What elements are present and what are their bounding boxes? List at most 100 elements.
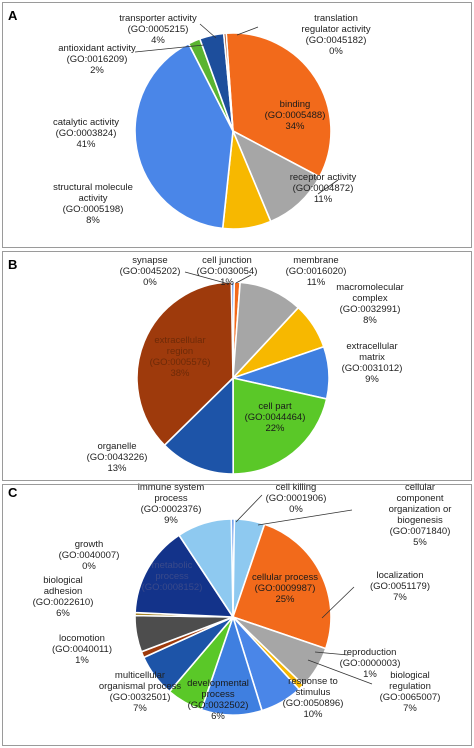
slice-label-line: (GO:0032501) xyxy=(110,692,171,703)
slice-label-line: component xyxy=(396,493,443,504)
slice-label-line: cell junction xyxy=(202,255,252,266)
slice-label-line: activity xyxy=(78,193,107,204)
slice-label: membrane (GO:0016020) 11% xyxy=(286,255,347,288)
slice-label-line: regulator activity xyxy=(301,24,370,35)
slice-label: cell killing (GO:0001906) 0% xyxy=(266,482,327,515)
slice-label-line: 9% xyxy=(365,374,379,385)
slice-label-line: (GO:0022610) xyxy=(33,597,94,608)
slice-label: localization (GO:0051179) 7% xyxy=(370,570,430,603)
slice-label-line: (GO:0000003) xyxy=(340,658,401,669)
panel-letter-c: C xyxy=(8,485,18,500)
pie-slice-translation-regulator-activity xyxy=(222,32,234,132)
slice-label-line: (GO:0044464) xyxy=(245,412,306,423)
pie-slice-extracellular-region xyxy=(136,281,234,447)
slice-label-line: (GO:0002376) xyxy=(141,504,202,515)
slice-label-line: (GO:0032502) xyxy=(188,700,249,711)
slice-label-line: adhesion xyxy=(44,586,83,597)
slice-label: synapse (GO:0045202) 0% xyxy=(120,255,181,288)
slice-label: cellular component organization or biogenes… xyxy=(389,482,452,548)
slice-label-line: (GO:0016209) xyxy=(67,54,128,65)
slice-label-line: (GO:0005198) xyxy=(63,204,124,215)
slice-label-line: 10% xyxy=(303,709,323,720)
slice-label-line: matrix xyxy=(359,352,385,363)
pie-slice-metabolic-process xyxy=(134,534,235,618)
slice-label: growth (GO:0040007) 0% xyxy=(59,539,120,572)
slice-label: organelle (GO:0043226) 13% xyxy=(87,441,148,474)
slice-label: locomotion (GO:0040011) 1% xyxy=(52,633,112,666)
slice-label-line: (GO:0040007) xyxy=(59,550,120,561)
slice-label-line: synapse xyxy=(132,255,167,266)
slice-label: extracellular region (GO:0005576) 38% xyxy=(150,335,211,379)
leader-line xyxy=(199,23,217,39)
slice-label: catalytic activity (GO:0003824) 41% xyxy=(53,117,119,150)
slice-label-line: 1% xyxy=(363,669,377,680)
slice-label-line: organismal process xyxy=(99,681,182,692)
slice-label-line: multicellular xyxy=(115,670,165,681)
slice-label-line: developmental xyxy=(187,678,249,689)
leader-line xyxy=(317,179,339,195)
slice-label-line: cell part xyxy=(258,401,292,412)
slice-label-line: biological xyxy=(43,575,83,586)
slice-label-line: translation xyxy=(314,13,358,24)
slice-label-line: (GO:0065007) xyxy=(380,692,441,703)
slice-label-line: 11% xyxy=(307,277,326,288)
slice-label: cell part (GO:0044464) 22% xyxy=(245,401,306,434)
slice-label: immune system process (GO:0002376) 9% xyxy=(138,482,205,526)
slice-label-line: 38% xyxy=(170,368,190,379)
slice-label-line: region xyxy=(167,346,193,357)
pie-slice-immune-system-process xyxy=(177,518,234,620)
slice-label-line: 0% xyxy=(289,504,303,515)
leader-line xyxy=(236,26,259,36)
slice-label-line: locomotion xyxy=(59,633,105,644)
slice-label-line: process xyxy=(154,493,188,504)
slice-label: macromolecular complex (GO:0032991) 8% xyxy=(336,282,404,326)
slice-label: multicellular organismal process (GO:00325… xyxy=(99,670,182,714)
slice-label-line: stimulus xyxy=(296,687,331,698)
slice-label: cellular process (GO:0009987) 25% xyxy=(252,572,318,605)
slice-label-line: 5% xyxy=(413,537,427,548)
slice-label-line: membrane xyxy=(293,255,338,266)
slice-label-line: (GO:0071840) xyxy=(390,526,451,537)
slice-label-line: 8% xyxy=(363,315,377,326)
slice-label-line: (GO:0050896) xyxy=(283,698,344,709)
leader-line xyxy=(235,494,263,523)
slice-label: antioxidant activity (GO:0016209) 2% xyxy=(58,43,136,76)
slice-label-line: 1% xyxy=(75,655,89,666)
slice-label-line: 25% xyxy=(275,594,295,605)
slice-label-line: structural molecule xyxy=(53,182,133,193)
slice-label-line: (GO:0009987) xyxy=(255,583,316,594)
slice-label: response to stimulus (GO:0050896) 10% xyxy=(283,676,344,720)
slice-label-line: 22% xyxy=(265,423,285,434)
slice-label-line: 6% xyxy=(211,711,225,722)
leader-line xyxy=(314,651,349,656)
leader-line xyxy=(134,44,205,53)
leader-line xyxy=(257,509,353,526)
slice-label-line: metabolic xyxy=(152,560,193,571)
slice-label: biological adhesion (GO:0022610) 6% xyxy=(33,575,94,619)
pie-slice-catalytic-activity xyxy=(134,42,234,230)
slice-label-line: antioxidant activity xyxy=(58,43,136,54)
leader-line xyxy=(307,659,373,685)
pie-slice-cell-part xyxy=(232,377,328,475)
slice-label: extracellular matrix (GO:0031012) 9% xyxy=(342,341,403,385)
slice-label-line: (GO:0008152) xyxy=(142,582,203,593)
slice-label-line: 9% xyxy=(164,515,178,526)
slice-label-line: reproduction xyxy=(344,647,397,658)
slice-label-line: cell killing xyxy=(276,482,317,493)
slice-label-line: (GO:0003824) xyxy=(56,128,117,139)
slice-label-line: cellular process xyxy=(252,572,318,583)
slice-label-line: binding xyxy=(280,99,311,110)
slice-label-line: organization or xyxy=(389,504,452,515)
slice-label-line: 7% xyxy=(133,703,147,714)
slice-label-line: catalytic activity xyxy=(53,117,119,128)
slice-label-line: (GO:0045182) xyxy=(306,35,367,46)
slice-label-line: complex xyxy=(352,293,388,304)
slice-label-line: 0% xyxy=(143,277,157,288)
leader-line xyxy=(235,274,252,284)
slice-label-line: 13% xyxy=(107,463,127,474)
slice-label-line: biogenesis xyxy=(397,515,443,526)
slice-label-line: immune system xyxy=(138,482,205,493)
slice-label-line: (GO:0001906) xyxy=(266,493,327,504)
